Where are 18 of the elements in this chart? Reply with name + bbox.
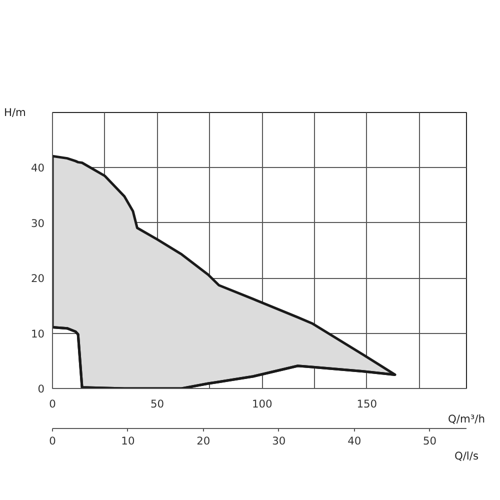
y-tick-label: 0 [38, 382, 45, 396]
x-tick-label: 150 [356, 398, 378, 410]
x2-tick-label: 50 [423, 434, 437, 448]
x-tick-label: 0 [49, 398, 56, 410]
y-tick-label: 10 [30, 327, 45, 340]
y-tick-label: 20 [30, 272, 45, 286]
y-tick-label: 40 [30, 162, 45, 175]
x2-axis-title: Q/l/s [454, 450, 479, 462]
x2-tick-label: 30 [272, 434, 286, 448]
x-tick-label: 100 [252, 398, 273, 410]
y-axis-title: H/m [4, 106, 26, 119]
x2-tick-label: 0 [49, 434, 56, 448]
y-tick-label: 30 [30, 216, 45, 230]
x-axis-title: Q/m³/h [448, 412, 485, 426]
x-tick-label: 50 [150, 398, 164, 410]
x2-tick-label: 20 [196, 434, 210, 448]
x2-tick-label: 40 [348, 434, 362, 448]
x2-tick-label: 10 [121, 434, 135, 448]
